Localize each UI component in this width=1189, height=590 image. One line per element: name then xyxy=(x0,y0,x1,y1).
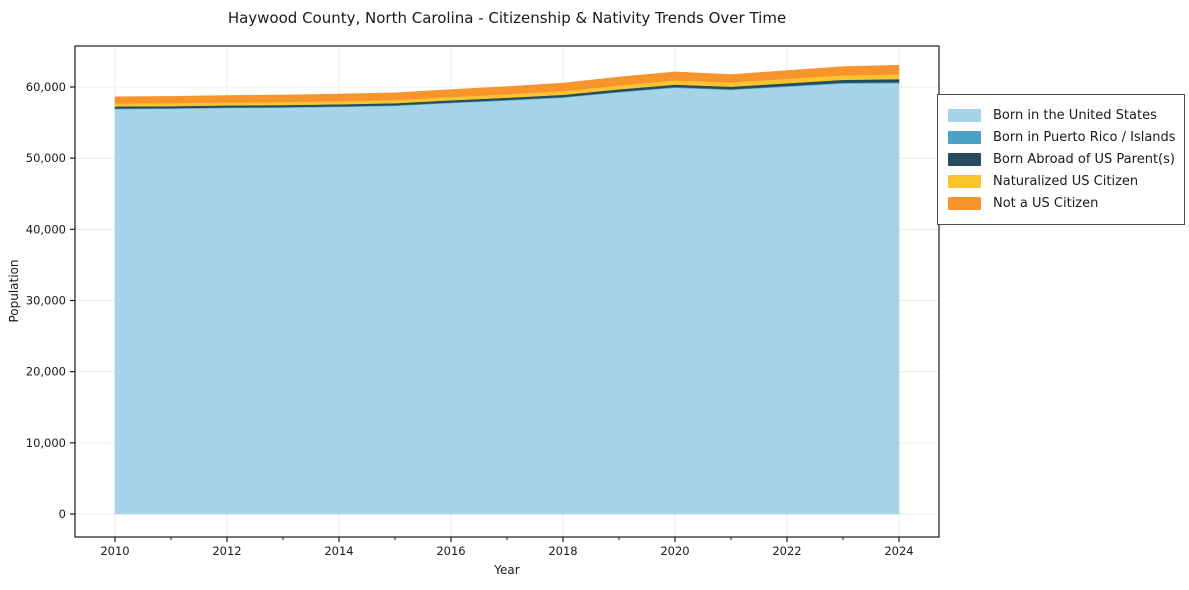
legend-label: Born in Puerto Rico / Islands xyxy=(993,130,1176,145)
y-tick-label: 30,000 xyxy=(26,294,66,308)
legend-item: Born Abroad of US Parent(s) xyxy=(948,149,1175,170)
y-axis-label: Population xyxy=(7,259,21,323)
chart-title: Haywood County, North Carolina - Citizen… xyxy=(227,9,787,27)
x-tick-label: 2024 xyxy=(884,544,913,558)
y-tick-label: 10,000 xyxy=(26,436,66,450)
legend-swatch xyxy=(948,175,981,188)
area-series xyxy=(114,64,900,104)
x-tick-label: 2014 xyxy=(324,544,353,558)
x-tick-label: 2012 xyxy=(212,544,241,558)
x-tick-label: 2020 xyxy=(660,544,689,558)
legend-label: Born Abroad of US Parent(s) xyxy=(993,152,1175,167)
legend-label: Born in the United States xyxy=(993,108,1157,123)
legend-label: Not a US Citizen xyxy=(993,196,1099,211)
legend-item: Not a US Citizen xyxy=(948,193,1174,214)
legend-swatch xyxy=(948,197,981,210)
x-axis-label: Year xyxy=(494,563,520,577)
legend-label: Naturalized US Citizen xyxy=(993,174,1139,189)
y-tick-label: 60,000 xyxy=(26,80,66,94)
y-tick-label: 50,000 xyxy=(26,151,66,165)
x-tick-label: 2022 xyxy=(772,544,801,558)
y-tick-label: 0 xyxy=(59,507,66,521)
legend-swatch xyxy=(948,109,981,122)
legend-item: Born in Puerto Rico / Islands xyxy=(948,127,1176,148)
legend: Born in the United States Born in Puerto … xyxy=(937,94,1185,225)
x-tick-label: 2016 xyxy=(436,544,465,558)
legend-swatch xyxy=(948,153,981,166)
y-tick-label: 20,000 xyxy=(26,365,66,379)
area-series xyxy=(114,82,900,515)
y-tick-label: 40,000 xyxy=(26,222,66,236)
x-tick-label: 2018 xyxy=(548,544,577,558)
legend-item: Naturalized US Citizen xyxy=(948,171,1174,192)
legend-item: Born in the United States xyxy=(948,105,1174,126)
x-tick-label: 2010 xyxy=(100,544,129,558)
legend-swatch xyxy=(948,131,981,144)
